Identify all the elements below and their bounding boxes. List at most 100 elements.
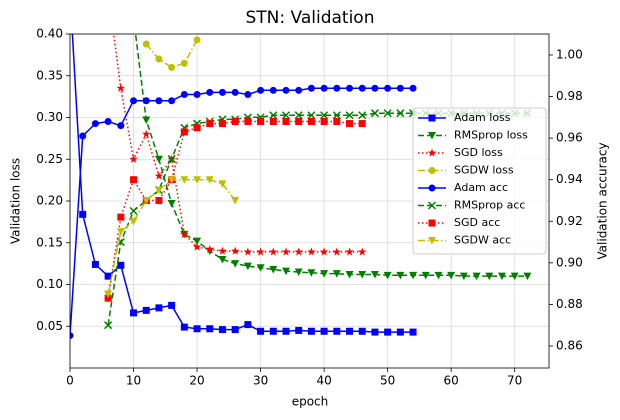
y2-tick-label: 0.94 xyxy=(556,172,583,186)
marker xyxy=(168,97,176,105)
marker xyxy=(167,176,176,184)
marker xyxy=(333,84,341,92)
marker xyxy=(345,270,354,279)
marker xyxy=(206,325,214,333)
marker xyxy=(427,148,437,157)
series-line xyxy=(107,178,236,295)
marker xyxy=(230,246,240,255)
x-tick-label: 40 xyxy=(316,374,331,388)
marker xyxy=(192,242,202,251)
marker xyxy=(244,90,252,98)
x-tick-label: 20 xyxy=(189,374,204,388)
marker xyxy=(244,118,252,126)
marker xyxy=(168,301,176,309)
marker xyxy=(130,309,138,317)
marker xyxy=(257,118,265,126)
marker xyxy=(282,118,290,126)
marker xyxy=(180,59,188,67)
y2-tick-label: 0.90 xyxy=(556,255,583,269)
marker xyxy=(130,97,138,105)
marker xyxy=(320,270,329,278)
marker xyxy=(193,237,202,246)
marker xyxy=(447,271,456,280)
marker xyxy=(218,180,227,188)
legend-label: SGD acc xyxy=(454,216,500,229)
marker xyxy=(70,332,74,340)
marker xyxy=(117,213,125,221)
chart-title: STN: Validation xyxy=(246,8,375,28)
marker xyxy=(358,327,366,335)
legend-label: RMSprop acc xyxy=(454,199,525,212)
legend-label: Adam acc xyxy=(454,181,508,194)
marker xyxy=(205,176,214,184)
marker xyxy=(358,120,366,128)
marker xyxy=(358,270,367,279)
marker xyxy=(256,264,265,272)
marker xyxy=(427,201,437,210)
marker xyxy=(396,328,404,336)
marker xyxy=(384,84,392,92)
y2-tick-label: 0.86 xyxy=(556,338,583,352)
marker xyxy=(244,321,252,329)
marker xyxy=(206,88,214,96)
x-tick-label: 0 xyxy=(66,374,74,388)
marker xyxy=(428,132,436,140)
marker xyxy=(346,327,354,335)
marker xyxy=(371,328,379,336)
y-tick-label: 0.25 xyxy=(36,152,63,166)
x-tick-label: 30 xyxy=(253,374,268,388)
marker xyxy=(428,237,436,245)
marker xyxy=(383,109,392,118)
series-line xyxy=(70,87,414,336)
y-tick-label: 0.20 xyxy=(36,194,63,208)
legend-label: Adam loss xyxy=(454,111,511,124)
marker xyxy=(231,88,239,96)
marker xyxy=(269,111,278,120)
marker xyxy=(155,55,163,63)
marker xyxy=(409,271,418,280)
marker xyxy=(91,120,99,128)
marker xyxy=(180,128,188,136)
marker xyxy=(294,268,303,276)
y2-tick-label: 0.96 xyxy=(556,131,583,145)
series-line xyxy=(145,39,198,69)
marker xyxy=(269,247,278,256)
marker xyxy=(497,272,506,281)
marker xyxy=(193,325,201,333)
marker xyxy=(116,228,125,236)
marker xyxy=(294,111,303,120)
marker xyxy=(193,90,201,98)
marker xyxy=(257,327,265,335)
marker xyxy=(142,116,151,125)
marker xyxy=(357,247,367,256)
marker xyxy=(307,111,316,120)
marker xyxy=(320,84,328,92)
marker xyxy=(307,247,316,256)
marker xyxy=(193,124,201,132)
marker xyxy=(104,294,112,302)
marker xyxy=(383,271,392,280)
y-tick-label: 0.40 xyxy=(36,27,63,41)
marker xyxy=(231,260,240,268)
y2-tick-label: 0.98 xyxy=(556,89,583,103)
y-tick-label: 0.10 xyxy=(36,277,63,291)
marker xyxy=(346,84,354,92)
marker xyxy=(320,118,328,126)
marker xyxy=(155,196,163,204)
marker xyxy=(281,267,290,276)
marker xyxy=(180,323,188,331)
y-tick-label: 0.35 xyxy=(36,68,63,82)
marker xyxy=(231,196,240,205)
y-tick-label: 0.05 xyxy=(36,319,63,333)
marker xyxy=(281,247,291,256)
legend-label: SGDW acc xyxy=(454,234,511,247)
marker xyxy=(346,120,354,128)
marker xyxy=(154,155,163,164)
marker xyxy=(295,118,303,126)
marker xyxy=(307,118,315,126)
marker xyxy=(319,247,329,256)
marker xyxy=(167,154,176,163)
marker xyxy=(257,86,265,94)
y2-tick-label: 1.00 xyxy=(556,47,583,61)
